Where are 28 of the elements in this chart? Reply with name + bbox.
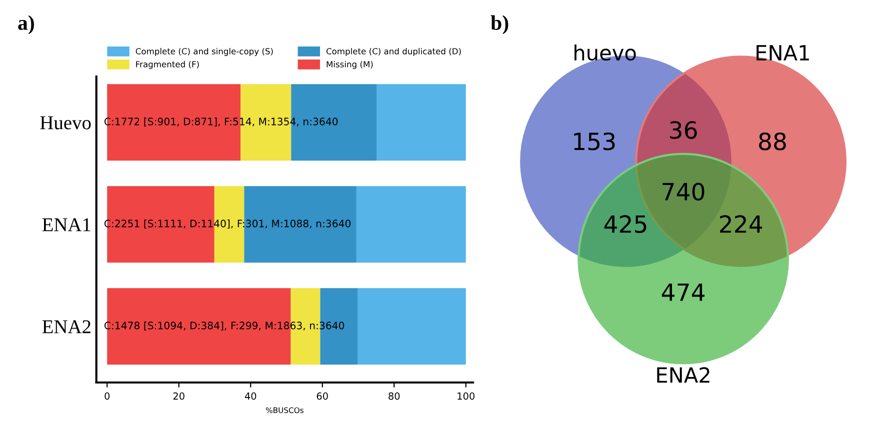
text: 88 (759, 132, 786, 150)
text: huevo (574, 44, 636, 61)
legend-label: Complete (C) and single-copy (S) (136, 48, 273, 56)
x-tick-label: 80 (388, 392, 400, 400)
bar (356, 186, 466, 263)
bar (358, 288, 466, 365)
text: 224 (720, 215, 762, 233)
y-tick-label: ENA1 (42, 218, 90, 232)
text: 153 (574, 132, 615, 150)
text: 36 (670, 121, 697, 139)
text: ENA2 (657, 367, 710, 383)
text: 740 (662, 182, 704, 201)
bar (376, 84, 466, 161)
text: 474 (662, 284, 704, 301)
y-tick-label: Huevo (40, 116, 91, 130)
legend-label: Complete (C) and duplicated (D) (326, 48, 461, 56)
x-tick-label: 0 (104, 392, 110, 400)
text: 425 (604, 215, 646, 234)
chart-title: a) (18, 15, 34, 34)
text: ENA1 (756, 45, 809, 60)
y-tick-label: ENA2 (42, 320, 90, 334)
legend-label: Fragmented (F) (136, 60, 199, 69)
x-tick-label: 60 (316, 392, 328, 400)
x-tick-label: 20 (173, 392, 184, 400)
x-tick-label: 40 (244, 392, 256, 400)
text: b) (490, 15, 508, 34)
x-tick-label: 100 (458, 392, 474, 400)
legend-label: Missing (M) (326, 60, 373, 69)
